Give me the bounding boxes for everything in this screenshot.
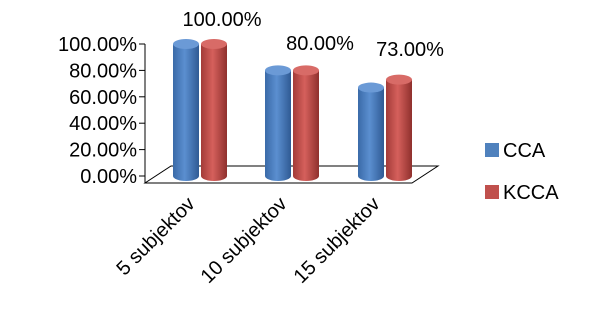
y-tick-label: 100.00% xyxy=(58,34,137,56)
bars xyxy=(173,39,412,181)
legend-swatch xyxy=(485,185,499,199)
x-tick-label: 15 subjektov xyxy=(290,193,385,288)
floor-plane xyxy=(143,165,440,184)
x-tick-label: 5 subjektov xyxy=(112,193,199,280)
y-tick-label: 80.00% xyxy=(69,60,137,82)
data-label: 80.00% xyxy=(286,33,354,55)
x-tick-label: 10 subjektov xyxy=(197,193,292,288)
y-tick-label: 60.00% xyxy=(69,87,137,109)
chart-floor xyxy=(143,165,440,184)
legend-label: CCA xyxy=(503,140,546,162)
data-label: 73.00% xyxy=(376,39,444,61)
legend-swatch xyxy=(485,143,499,157)
y-tick-label: 40.00% xyxy=(69,113,137,135)
bar-kcca-3 xyxy=(386,74,412,181)
legend: CCA KCCA xyxy=(485,140,559,204)
data-labels: 100.00% 80.00% 73.00% xyxy=(183,9,445,61)
bar-kcca-1 xyxy=(201,39,227,181)
legend-label: KCCA xyxy=(503,182,559,204)
y-axis: 0.00% 20.00% 40.00% 60.00% 80.00% 100.00% xyxy=(58,34,146,188)
bar-cca-1 xyxy=(173,39,199,181)
y-tick-label: 0.00% xyxy=(80,166,137,188)
data-label: 100.00% xyxy=(183,9,262,31)
y-tick-label: 20.00% xyxy=(69,140,137,162)
bar-kcca-2 xyxy=(293,65,319,181)
bar-cca-3 xyxy=(358,82,384,181)
bar-cca-2 xyxy=(265,65,291,181)
